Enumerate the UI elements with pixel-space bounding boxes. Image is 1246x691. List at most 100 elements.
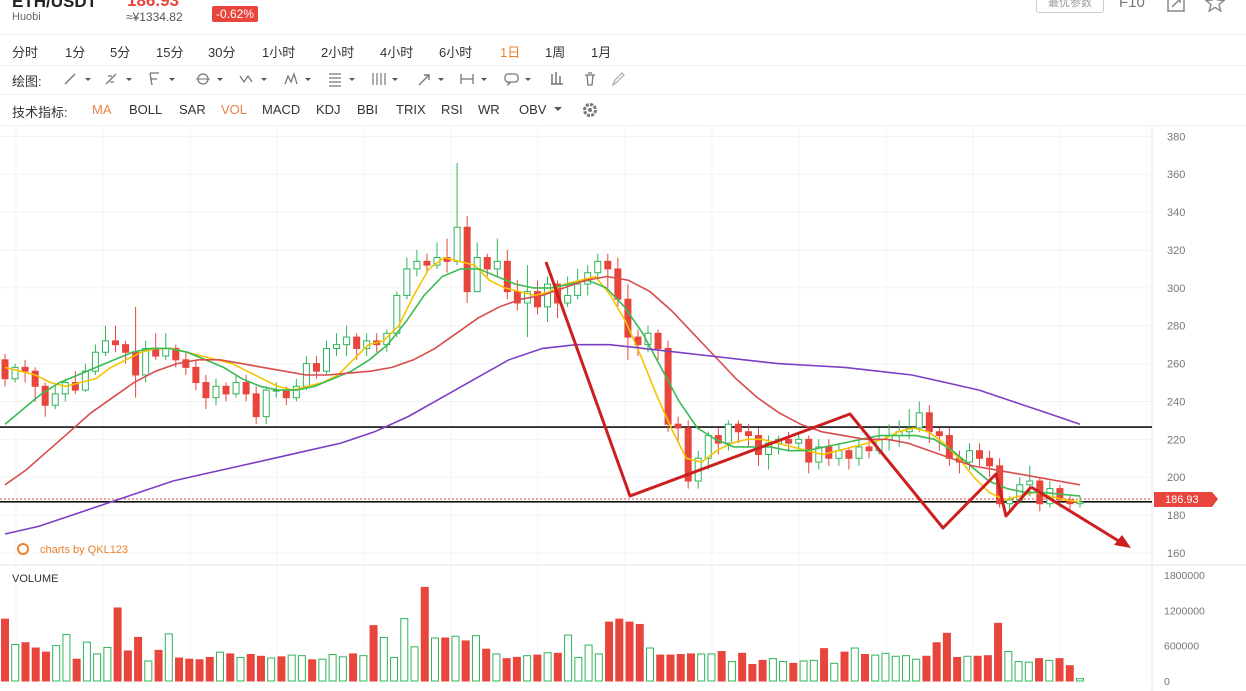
volume-bar [922,655,931,682]
candle-body [463,226,471,293]
indicator-macd[interactable]: MACD [262,102,301,117]
volume-bar [134,636,143,682]
pattern-tool-icon[interactable] [283,70,311,88]
candle-body [232,382,240,395]
volume-bar [635,623,644,682]
channel-tool-icon[interactable] [147,70,175,88]
star-icon[interactable] [1204,0,1226,13]
exchange-name: Huobi [12,11,41,23]
bars-tool-icon[interactable] [549,70,575,88]
f10-button[interactable]: F10 [1119,0,1145,11]
volume-bar [451,635,460,682]
candle-body [1026,480,1034,486]
timeframe-tab[interactable]: 1小时 [262,45,296,60]
indicator-wr[interactable]: WR [478,102,500,117]
timeframe-tab[interactable]: 1分 [65,45,86,60]
volume-bar [830,662,839,682]
indicator-trix[interactable]: TRIX [396,102,426,117]
candle-body [594,260,602,274]
timeframe-bar: 分时 1分 5分 15分 30分 1小时 2小时 4小时 6小时 1日 1周 1月 [0,35,1246,66]
volume-bar [871,654,880,682]
volume-bar [175,657,184,682]
volume-bar [605,621,614,682]
gann-tool-icon[interactable] [370,70,398,88]
volume-bar [686,653,695,682]
fib-tool-icon[interactable] [104,70,132,88]
candle-body [21,366,29,372]
candle-body [31,370,39,387]
timeframe-tab[interactable]: 15分 [156,45,184,60]
gear-icon[interactable] [581,101,599,122]
text-tool-icon[interactable] [327,70,355,88]
volume-bar [523,655,532,682]
candle-body [403,268,411,296]
candle-body [935,431,943,437]
price-chart[interactable]: 160 180 200 220 240 260 280 300 320 340 360 380 186.… [0,125,1246,691]
volume-bar [164,633,173,682]
indicator-bbi[interactable]: BBI [357,102,378,117]
price-tick-label: 240 [1167,396,1185,408]
indicator-label: 技术指标: [12,105,68,120]
line-tool-icon[interactable] [63,70,91,88]
best-params-button[interactable]: 最优参数 [1036,0,1104,13]
wave-tool-icon[interactable] [239,70,267,88]
timeframe-tab[interactable]: 4小时 [380,45,414,60]
timeframe-tab[interactable]: 分时 [12,45,39,60]
candle-body [252,393,260,418]
volume-label: VOLUME [12,573,58,585]
candle-body [101,340,109,353]
volume-bar [840,651,849,682]
fullscreen-icon[interactable] [1167,0,1185,12]
volume-bar [727,661,736,682]
indicator-ma[interactable]: MA [92,102,112,117]
last-price: 186.93 [127,0,179,10]
candle-body [222,385,230,395]
indicator-obv[interactable]: OBV [519,102,547,117]
volume-bar [656,654,665,682]
volume-bar [41,651,50,682]
indicator-kdj[interactable]: KDJ [316,102,341,117]
volume-bar [666,654,675,682]
timeframe-tab[interactable]: 2小时 [321,45,355,60]
trash-icon[interactable] [582,70,608,88]
indicator-vol[interactable]: VOL [221,102,248,117]
circle-tool-icon[interactable] [195,70,223,88]
volume-bar [93,653,102,682]
price-tick-label: 180 [1167,510,1185,522]
watermark-text: charts by QKL123 [40,544,128,556]
timeframe-tab[interactable]: 1月 [591,45,612,60]
timeframe-tab[interactable]: 6小时 [439,45,473,60]
candle-body [11,366,19,380]
volume-bar [287,654,296,682]
candle-body [262,389,270,418]
timeframe-tab[interactable]: 5分 [110,45,131,60]
candle-body [162,347,170,357]
volume-bar [789,662,798,682]
indicator-boll[interactable]: BOLL [129,102,163,117]
measure-tool-icon[interactable] [459,70,487,88]
comment-tool-icon[interactable] [503,70,531,88]
pen-icon[interactable] [610,70,636,88]
timeframe-tab[interactable]: 30分 [208,45,236,60]
candle-body [333,344,341,349]
volume-bar [881,652,890,682]
volume-bar [594,653,603,682]
timeframe-tab[interactable]: 1周 [545,45,566,60]
candle-body [312,363,320,372]
candle-body [122,344,130,353]
volume-bar [410,646,419,682]
price-tick-label: 160 [1167,548,1185,560]
volume-bar [31,647,40,682]
volume-bar [256,655,265,682]
volume-bar [236,656,245,682]
volume-bar [195,659,204,682]
timeframe-tab[interactable]: 1日 [500,45,521,60]
obv-dropdown-icon[interactable] [553,102,563,119]
indicator-rsi[interactable]: RSI [441,102,463,117]
arrow-tool-icon[interactable] [416,70,444,88]
indicator-sar[interactable]: SAR [179,102,206,117]
price-tick-label: 360 [1167,169,1185,181]
volume-bar [768,658,777,682]
volume-bar [441,637,450,682]
volume-bar [246,654,255,682]
